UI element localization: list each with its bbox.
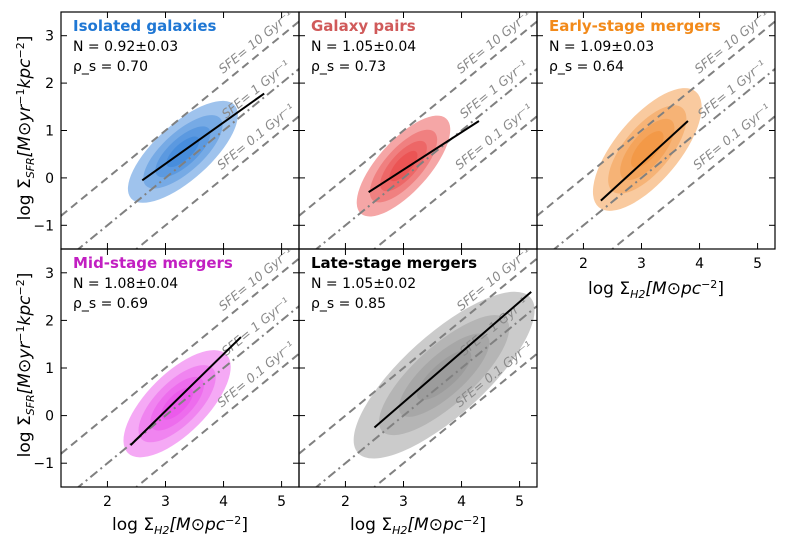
rho-label: ρ_s = 0.85	[311, 296, 386, 312]
x-tick-label: 2	[579, 256, 588, 272]
density-contour-level-1	[123, 350, 231, 458]
x-tick-label: 4	[219, 494, 228, 510]
density-contour-level-2	[369, 129, 438, 203]
density-contour-level-1	[592, 88, 702, 211]
y-tick-label: 3	[45, 29, 54, 45]
fit-line	[368, 120, 480, 193]
xlabel-mid-stage: log ΣH2[M⊙pc−2]	[112, 514, 248, 537]
rho-label: ρ_s = 0.69	[73, 296, 148, 312]
x-tick-label: 3	[399, 494, 408, 510]
panel-title: Mid-stage mergers	[73, 254, 233, 272]
x-tick-label: 4	[457, 494, 466, 510]
fit-line	[129, 336, 242, 446]
density-contour-level-2	[608, 105, 687, 194]
density-contour-level-3	[620, 118, 675, 181]
rho-label: ρ_s = 0.73	[311, 59, 386, 75]
density-contour-level-3	[380, 140, 427, 192]
panel-title: Isolated galaxies	[73, 17, 216, 35]
rho-label: ρ_s = 0.64	[549, 59, 624, 75]
y-tick-label: 2	[45, 76, 54, 92]
slope-label: N = 1.08±0.04	[73, 276, 178, 292]
x-tick-label: 2	[341, 494, 350, 510]
panel-title: Galaxy pairs	[311, 17, 416, 35]
y-tick-label: 1	[45, 124, 54, 140]
sfe-line-2	[314, 305, 537, 487]
panel-title: Early-stage mergers	[549, 17, 721, 35]
fit-line	[141, 92, 265, 182]
xlabel-early-stage: log ΣH2[M⊙pc−2]	[588, 278, 724, 301]
x-tick-label: 5	[277, 494, 286, 510]
y-tick-label: 0	[45, 171, 54, 187]
sfe-line-2	[76, 305, 299, 487]
density-contour-level-2	[378, 315, 510, 436]
density-contour-level-3	[150, 376, 204, 431]
ylabel-bottom: log ΣSFR[M⊙yr−1kpc−2]	[14, 273, 37, 458]
sfe-line-2	[314, 68, 537, 249]
x-tick-label: 5	[753, 256, 762, 272]
density-contour-level-1	[356, 115, 451, 217]
y-tick-label: 0	[45, 409, 54, 425]
y-tick-label: 1	[45, 361, 54, 377]
density-contour-level-4	[416, 350, 472, 401]
y-tick-label: −1	[33, 456, 54, 472]
y-tick-label: 3	[45, 266, 54, 282]
x-tick-label: 5	[515, 494, 524, 510]
x-tick-label: 4	[695, 256, 704, 272]
y-tick-label: −1	[33, 218, 54, 234]
slope-label: N = 1.09±0.03	[549, 39, 654, 55]
density-contour-level-2	[138, 365, 216, 443]
x-tick-label: 2	[103, 494, 112, 510]
density-contour-level-1	[353, 291, 535, 459]
ylabel-top: log ΣSFR[M⊙yr−1kpc−2]	[14, 36, 37, 221]
slope-label: N = 1.05±0.04	[311, 39, 416, 55]
sfe-line-2	[552, 68, 775, 249]
fit-line	[373, 291, 532, 429]
x-tick-label: 3	[637, 256, 646, 272]
slope-label: N = 0.92±0.03	[73, 39, 178, 55]
rho-label: ρ_s = 0.70	[73, 59, 148, 75]
y-tick-label: 2	[45, 313, 54, 329]
fit-line	[600, 120, 689, 202]
sfe-line-2	[76, 68, 299, 249]
density-contour-level-3	[398, 333, 490, 417]
slope-label: N = 1.05±0.02	[311, 276, 416, 292]
density-contour-level-4	[630, 131, 664, 168]
xlabel-late-stage: log ΣH2[M⊙pc−2]	[350, 514, 486, 537]
panel-title: Late-stage mergers	[311, 254, 477, 272]
x-tick-label: 3	[161, 494, 170, 510]
